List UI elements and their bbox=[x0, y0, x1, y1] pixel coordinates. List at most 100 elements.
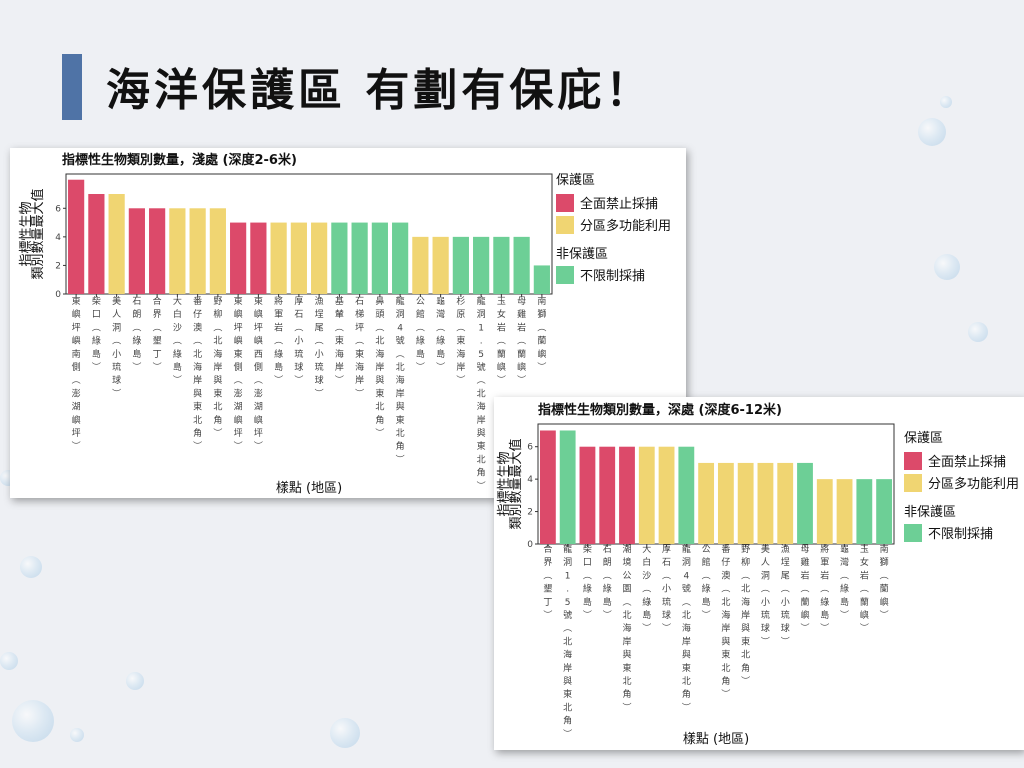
plot-frame bbox=[65, 173, 553, 295]
bar bbox=[88, 194, 105, 294]
bar bbox=[68, 179, 85, 294]
x-tick-label: 野柳︵北海岸與東北角︶ bbox=[213, 296, 222, 439]
bar bbox=[599, 446, 616, 544]
bubble-decoration bbox=[12, 700, 54, 742]
chart-title: 指標性生物類別數量，深處 (深度6-12米) bbox=[538, 402, 782, 418]
x-axis-label: 樣點 (地區) bbox=[683, 732, 749, 747]
x-tick-label: 龜灣︵綠島︶ bbox=[436, 295, 445, 373]
chart-shallow: 指標性生物類別數量，淺處 (深度2-6米) 0 2 4 6 指標性生物類別數量最大值東嶼坪… bbox=[19, 152, 671, 496]
x-tick-label: 東嶼坪嶼南側︵澎湖嶼坪︶ bbox=[72, 295, 81, 452]
bar bbox=[698, 462, 715, 544]
y-axis-label: 指標性生物類別數量最大值 bbox=[19, 188, 46, 279]
legend-swatch-multi-use bbox=[904, 474, 922, 492]
x-axis-label: 樣點 (地區) bbox=[276, 481, 342, 496]
legend-title-non-mpa: 非保護區 bbox=[904, 504, 956, 520]
bar bbox=[513, 236, 530, 294]
bar bbox=[209, 208, 226, 294]
x-tick-label: 厚石︵小琉球︶ bbox=[662, 544, 671, 634]
legend-label-non-mpa: 不限制採捕 bbox=[928, 526, 993, 542]
bar bbox=[473, 236, 490, 294]
bar bbox=[777, 462, 794, 544]
y-tick-label: 0 bbox=[527, 540, 533, 550]
y-tick-label: 4 bbox=[55, 233, 61, 243]
x-tick-label: 大白沙︵綠島︶ bbox=[173, 295, 182, 386]
legend-title-non-mpa: 非保護區 bbox=[556, 246, 608, 262]
bar bbox=[371, 222, 388, 294]
legend-title-mpa: 保護區 bbox=[556, 172, 595, 188]
legend-swatch-multi-use bbox=[556, 216, 574, 234]
bar bbox=[270, 222, 287, 294]
bubble-decoration bbox=[330, 718, 360, 748]
y-tick-label: 6 bbox=[527, 443, 533, 453]
chart-panel-deep: 指標性生物類別數量，深處 (深度6-12米) 0 2 4 6 指標性生物類別數量最大值 合界… bbox=[494, 397, 1024, 750]
x-tick-label: 美人洞︵小琉球︶ bbox=[112, 295, 121, 399]
bar bbox=[230, 222, 247, 294]
bar bbox=[128, 208, 145, 294]
bar bbox=[250, 222, 267, 294]
bar bbox=[108, 194, 125, 294]
x-tick-label: 公館︵綠島︶ bbox=[702, 544, 711, 621]
x-tick-label: 漁埕尾︵小琉球︶ bbox=[781, 543, 790, 647]
bar bbox=[331, 222, 348, 294]
x-tick-label: 龍洞 1. 5 號︵北海岸與東北角︶ bbox=[563, 543, 572, 740]
x-tick-label: 番仔澳︵北海岸與東北角︶ bbox=[193, 295, 202, 452]
legend-swatch-no-take bbox=[556, 194, 574, 212]
x-tick-label: 漁埕尾︵小琉球︶ bbox=[315, 295, 324, 399]
bar bbox=[638, 446, 655, 544]
x-tick-label: 杉原︵東海岸︶ bbox=[456, 295, 465, 386]
bubble-decoration bbox=[934, 254, 960, 280]
bar bbox=[311, 222, 328, 294]
x-tick-label: 野柳︵北海岸與東北角︶ bbox=[741, 544, 750, 687]
legend-title-mpa: 保護區 bbox=[904, 430, 943, 446]
x-tick-label: 龍洞 4 號︵北海岸與東北角︶ bbox=[682, 543, 691, 713]
x-tick-label: 南獅︵蘭嶼︶ bbox=[537, 295, 546, 373]
x-tick-label: 大白沙︵綠島︶ bbox=[642, 543, 651, 634]
bar bbox=[856, 479, 873, 544]
bar bbox=[579, 446, 596, 544]
legend-swatch-non-mpa bbox=[904, 524, 922, 542]
bar bbox=[619, 446, 635, 544]
y-axis-label-text: 指標性生物類別數量最大值 bbox=[19, 188, 46, 279]
x-tick-label: 基輦︵東海岸︶ bbox=[335, 295, 344, 386]
bar bbox=[559, 430, 576, 544]
bar bbox=[658, 446, 675, 544]
bubble-decoration bbox=[20, 556, 42, 578]
bubble-decoration bbox=[968, 322, 988, 342]
y-tick-label: 0 bbox=[55, 290, 61, 300]
y-tick-label: 4 bbox=[527, 475, 533, 485]
x-tick-label: 南獅︵蘭嶼︶ bbox=[880, 543, 889, 621]
bar bbox=[452, 236, 469, 294]
y-axis-label-line: 指標性生物 bbox=[497, 451, 512, 516]
x-tick-label: 東嶼坪嶼東側︵澎湖嶼坪︶ bbox=[234, 295, 243, 452]
x-tick-label: 龍洞 1. 5 號︵北海岸與東北角︶ bbox=[477, 295, 486, 492]
bubble-decoration bbox=[126, 672, 144, 690]
legend-label-no-take: 全面禁止採捕 bbox=[928, 454, 1006, 470]
legend-swatch-non-mpa bbox=[556, 266, 574, 284]
y-axis-label-line: 指標性生物 bbox=[19, 201, 34, 266]
x-tick-label: 美人洞︵小琉球︶ bbox=[761, 543, 770, 647]
x-tick-label: 龜灣︵綠島︶ bbox=[840, 543, 849, 621]
x-tick-label: 番仔澳︵北海岸與東北角︶ bbox=[721, 543, 730, 700]
slide-title: 海洋保護區 有劃有保庇！ bbox=[106, 65, 654, 116]
x-tick-label: 石梯坪︵東海岸︶ bbox=[355, 297, 364, 399]
legend-label-non-mpa: 不限制採捕 bbox=[580, 268, 645, 284]
x-tick-label: 合界︵墾丁︶ bbox=[153, 295, 162, 373]
x-tick-label: 母雞岩︵蘭嶼︶ bbox=[800, 544, 809, 634]
x-tick-label: 將軍岩︵綠島︶ bbox=[274, 295, 283, 386]
x-tick-label: 石朗︵綠島︶ bbox=[603, 545, 612, 621]
bubble-decoration bbox=[70, 728, 84, 742]
plot-frame bbox=[537, 423, 895, 545]
bar bbox=[392, 222, 409, 294]
title-accent-bar bbox=[62, 54, 82, 120]
y-axis-label-line: 類別數量最大值 bbox=[30, 188, 46, 279]
bar bbox=[493, 236, 510, 294]
chart-deep: 指標性生物類別數量，深處 (深度6-12米)0246指標性生物類別數量最大值合界… bbox=[497, 402, 1019, 747]
legend-label-multi-use: 分區多功能利用 bbox=[580, 218, 671, 234]
x-tick-label: 石朗︵綠島︶ bbox=[132, 297, 141, 373]
x-tick-label: 龍洞 4 號︵北海岸與東北角︶ bbox=[396, 295, 405, 465]
x-tick-label: 玉女岩︵蘭嶼︶ bbox=[497, 296, 506, 386]
legend-swatch-no-take bbox=[904, 452, 922, 470]
bar bbox=[757, 462, 774, 544]
x-tick-label: 合界︵墾丁︶ bbox=[543, 543, 552, 621]
y-tick-label: 2 bbox=[527, 508, 533, 518]
